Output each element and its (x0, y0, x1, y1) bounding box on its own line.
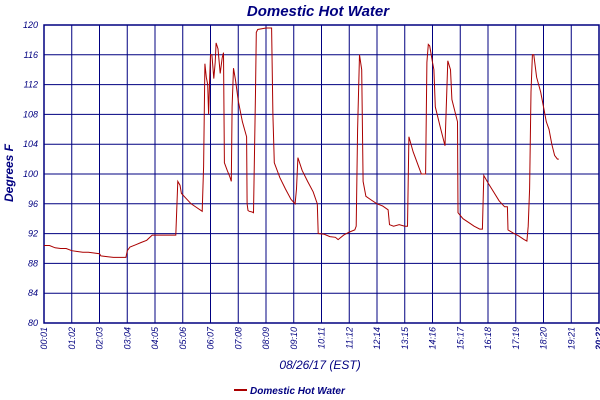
x-tick-label: 10:11 (317, 327, 327, 349)
y-tick-label: 84 (28, 288, 38, 298)
x-tick-label: 07:08 (233, 327, 243, 350)
y-tick-label: 116 (24, 50, 38, 60)
x-tick-label: 18:20 (539, 327, 549, 350)
x-tick-label: 01:02 (67, 327, 77, 350)
y-tick-labels: 80 84 88 92 96 100 104 108 112 116 120 (23, 20, 38, 328)
chart-title: Domestic Hot Water (247, 3, 390, 20)
y-tick-label: 104 (23, 139, 38, 149)
legend: Domestic Hot Water (234, 386, 346, 397)
x-tick-labels: 00:01 01:02 02:03 03:04 04:05 05:06 06:07 07:08… (39, 326, 600, 351)
legend-label-domestic-hot-water: Domestic Hot Water (250, 386, 346, 397)
x-tick-label: 09:10 (289, 327, 299, 350)
x-tick-label: 05:06 (178, 327, 188, 350)
y-tick-label: 88 (28, 258, 38, 268)
plot-frame (43, 24, 600, 324)
x-tick-label: 20:22 (594, 327, 600, 351)
y-tick-label: 80 (28, 318, 38, 328)
y-tick-label: 96 (28, 199, 38, 209)
x-tick-label: 13:15 (400, 326, 410, 350)
x-tick-label: 02:03 (95, 327, 105, 350)
x-tick-label: 00:01 (39, 327, 49, 350)
x-tick-label: 15:17 (455, 326, 465, 350)
x-tick-label: 03:04 (122, 327, 132, 350)
y-axis-label: Degrees F (2, 143, 16, 202)
x-tick-label: 11:12 (344, 327, 354, 349)
y-tick-label: 108 (23, 109, 38, 119)
y-tick-label: 112 (24, 80, 38, 90)
x-tick-label: 12:14 (372, 327, 382, 350)
x-tick-label: 17:19 (511, 327, 521, 350)
x-tick-label: 06:07 (206, 326, 216, 350)
y-tick-label: 100 (23, 169, 38, 179)
x-tick-label: 04:05 (150, 326, 160, 350)
x-tick-label: 16:18 (483, 327, 493, 350)
grid (43, 24, 600, 324)
y-tick-label: 120 (23, 20, 38, 30)
x-axis-label: 08/26/17 (EST) (279, 358, 360, 372)
y-tick-label: 92 (28, 229, 38, 239)
x-tick-label: 08:09 (261, 327, 271, 350)
x-tick-label: 14:16 (428, 327, 438, 350)
x-tick-label: 19:21 (566, 327, 576, 350)
series-line-domestic-hot-water (44, 27, 559, 258)
